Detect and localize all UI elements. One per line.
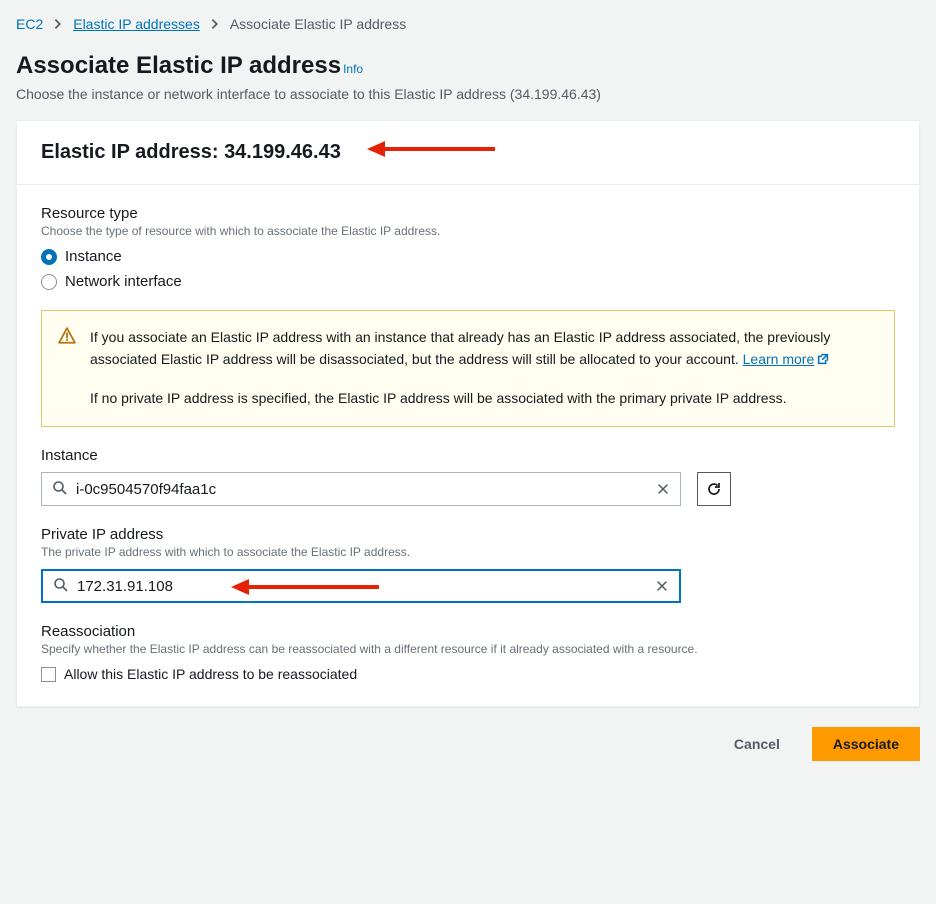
refresh-button[interactable] — [697, 472, 731, 506]
resource-type-label: Resource type — [41, 205, 895, 222]
panel-header-ip: 34.199.46.43 — [224, 141, 341, 163]
breadcrumb-current: Associate Elastic IP address — [230, 16, 406, 32]
panel-header: Elastic IP address: 34.199.46.43 — [17, 121, 919, 185]
breadcrumb: EC2 Elastic IP addresses Associate Elast… — [16, 16, 920, 32]
panel-header-prefix: Elastic IP address: — [41, 141, 224, 163]
reassociation-field: Reassociation Specify whether the Elasti… — [41, 623, 895, 682]
alert-text-2: If no private IP address is specified, t… — [90, 388, 876, 410]
breadcrumb-elastic-ips[interactable]: Elastic IP addresses — [73, 16, 200, 32]
alert-text-1: If you associate an Elastic IP address w… — [90, 329, 830, 367]
annotation-arrow-icon — [367, 135, 497, 163]
page-subtitle: Choose the instance or network interface… — [16, 86, 920, 102]
main-panel: Elastic IP address: 34.199.46.43 Resourc… — [16, 120, 920, 707]
footer-actions: Cancel Associate — [16, 727, 920, 761]
close-icon — [656, 482, 670, 496]
associate-button[interactable]: Associate — [812, 727, 920, 761]
search-icon — [42, 480, 76, 499]
breadcrumb-ec2[interactable]: EC2 — [16, 16, 43, 32]
radio-nif-label: Network interface — [65, 273, 182, 290]
instance-field: Instance — [41, 447, 895, 506]
cancel-button[interactable]: Cancel — [714, 727, 800, 761]
instance-label: Instance — [41, 447, 895, 464]
refresh-icon — [706, 481, 722, 497]
radio-network-interface[interactable]: Network interface — [41, 273, 895, 290]
resource-type-desc: Choose the type of resource with which t… — [41, 224, 895, 238]
reassociation-checkbox[interactable]: Allow this Elastic IP address to be reas… — [41, 666, 895, 682]
checkbox-icon — [41, 667, 56, 682]
radio-instance-label: Instance — [65, 248, 122, 265]
private-ip-field: Private IP address The private IP addres… — [41, 526, 895, 603]
reassociation-checkbox-label: Allow this Elastic IP address to be reas… — [64, 666, 357, 682]
clear-button[interactable] — [645, 571, 679, 601]
search-icon — [43, 577, 77, 596]
page-title: Associate Elastic IP address — [16, 52, 341, 79]
radio-icon — [41, 274, 57, 290]
page-heading: Associate Elastic IP addressInfo Choose … — [16, 52, 920, 102]
reassociation-label: Reassociation — [41, 623, 895, 640]
radio-instance[interactable]: Instance — [41, 248, 895, 265]
external-link-icon — [816, 351, 830, 373]
private-ip-value[interactable] — [77, 571, 645, 601]
warning-alert: If you associate an Elastic IP address w… — [41, 310, 895, 427]
instance-input[interactable] — [41, 472, 681, 506]
reassociation-desc: Specify whether the Elastic IP address c… — [41, 642, 895, 656]
chevron-right-icon — [208, 17, 222, 31]
resource-type-field: Resource type Choose the type of resourc… — [41, 205, 895, 290]
clear-button[interactable] — [646, 473, 680, 505]
learn-more-link[interactable]: Learn more — [743, 351, 831, 367]
radio-icon — [41, 249, 57, 265]
chevron-right-icon — [51, 17, 65, 31]
warning-icon — [58, 327, 76, 352]
instance-value[interactable] — [76, 473, 646, 505]
private-ip-label: Private IP address — [41, 526, 895, 543]
info-link[interactable]: Info — [343, 62, 363, 76]
private-ip-input[interactable] — [41, 569, 681, 603]
private-ip-desc: The private IP address with which to ass… — [41, 545, 895, 559]
close-icon — [655, 579, 669, 593]
